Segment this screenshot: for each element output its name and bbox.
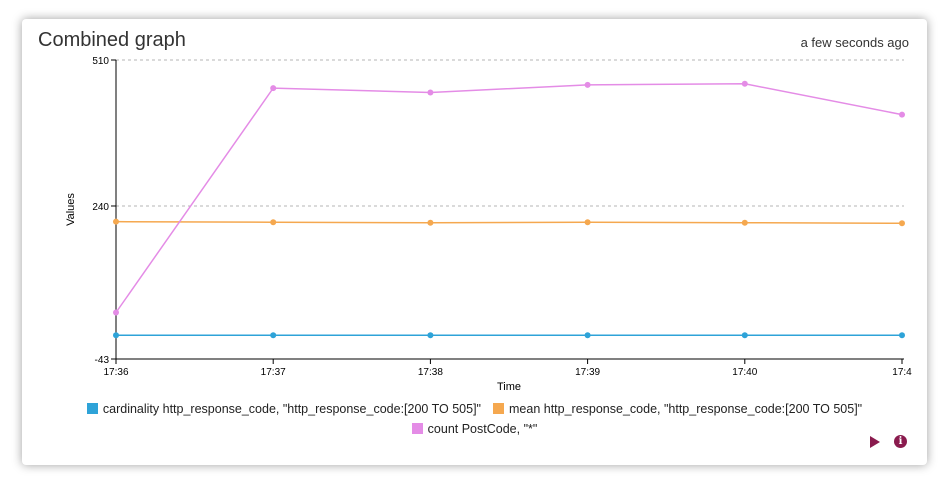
play-icon[interactable]: [870, 435, 880, 448]
x-axis-label: Time: [497, 381, 521, 393]
data-point: [270, 332, 277, 339]
legend-item[interactable]: count PostCode, "*": [411, 419, 538, 439]
legend-label: mean http_response_code, "http_response_…: [509, 402, 863, 416]
data-point: [741, 332, 748, 339]
legend-swatch: [493, 403, 504, 414]
legend-row: cardinality http_response_code, "http_re…: [22, 399, 927, 419]
y-axis-label: Values: [65, 193, 77, 226]
data-point: [899, 220, 905, 227]
x-tick-label: 17:39: [575, 367, 600, 378]
data-point: [113, 309, 119, 316]
data-point: [741, 80, 748, 87]
legend-swatch: [86, 403, 98, 414]
x-tick-label: 17:37: [261, 367, 286, 378]
data-point: [113, 332, 119, 339]
graph-card: Combined graph a few seconds ago 510 240 -…: [22, 19, 927, 465]
info-icon[interactable]: i: [894, 435, 907, 448]
data-point: [584, 332, 591, 339]
series-line-2: [115, 83, 903, 313]
chart-legend: cardinality http_response_code, "http_re…: [22, 399, 927, 439]
y-tick-label: 240: [92, 202, 109, 213]
data-point: [427, 332, 434, 339]
legend-row: count PostCode, "*": [22, 419, 927, 439]
legend-label: cardinality http_response_code, "http_re…: [102, 402, 481, 416]
data-point: [584, 219, 591, 226]
legend-item[interactable]: cardinality http_response_code, "http_re…: [86, 399, 481, 419]
data-point: [899, 111, 905, 118]
graph-controls: i: [870, 435, 907, 448]
series-line-1: [115, 220, 903, 225]
legend-label: count PostCode, "*": [427, 422, 538, 436]
x-tick-label: 17:38: [418, 367, 443, 378]
data-point: [270, 85, 277, 92]
data-point: [584, 81, 591, 88]
data-point: [427, 219, 434, 226]
y-tick-label: -43: [95, 355, 110, 366]
data-point: [741, 219, 748, 226]
legend-item[interactable]: mean http_response_code, "http_response_…: [493, 399, 862, 419]
data-point: [899, 332, 905, 339]
y-tick-label: 510: [92, 56, 109, 67]
data-point: [427, 89, 434, 96]
data-point: [113, 218, 119, 225]
last-updated-timestamp: a few seconds ago: [800, 35, 909, 50]
graph-title: Combined graph: [38, 29, 186, 51]
x-tick-label: 17:4: [892, 367, 912, 378]
x-tick-label: 17:40: [732, 367, 757, 378]
x-tick-label: 17:36: [103, 367, 128, 378]
data-point: [270, 219, 277, 226]
legend-swatch: [411, 423, 423, 434]
